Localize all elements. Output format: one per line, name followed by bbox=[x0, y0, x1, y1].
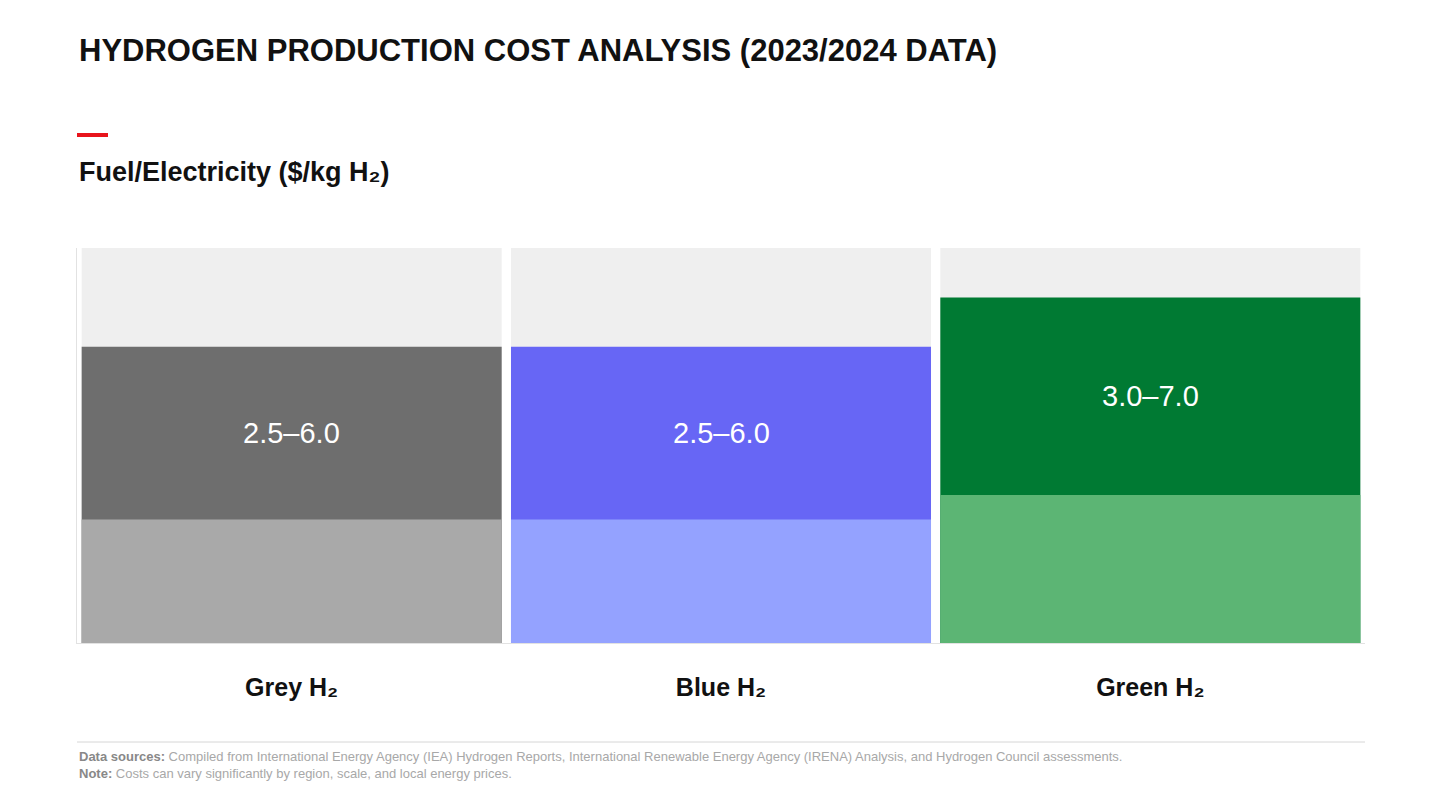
svg-text:Fuel/Electricity ($/kg H₂): Fuel/Electricity ($/kg H₂) bbox=[79, 157, 390, 187]
svg-text:2.5–6.0: 2.5–6.0 bbox=[673, 417, 770, 449]
svg-text:Blue H₂: Blue H₂ bbox=[676, 673, 766, 701]
svg-text:Grey H₂: Grey H₂ bbox=[245, 673, 338, 701]
svg-text:Green H₂: Green H₂ bbox=[1096, 673, 1204, 701]
svg-text:Note: Costs can vary significa: Note: Costs can vary significantly by re… bbox=[79, 766, 512, 781]
svg-text:HYDROGEN PRODUCTION COST ANALY: HYDROGEN PRODUCTION COST ANALYSIS (2023/… bbox=[79, 33, 997, 68]
svg-text:2.5–6.0: 2.5–6.0 bbox=[243, 417, 340, 449]
svg-text:3.0–7.0: 3.0–7.0 bbox=[1102, 380, 1199, 412]
svg-text:Data sources: Compiled from In: Data sources: Compiled from Internationa… bbox=[79, 749, 1122, 764]
